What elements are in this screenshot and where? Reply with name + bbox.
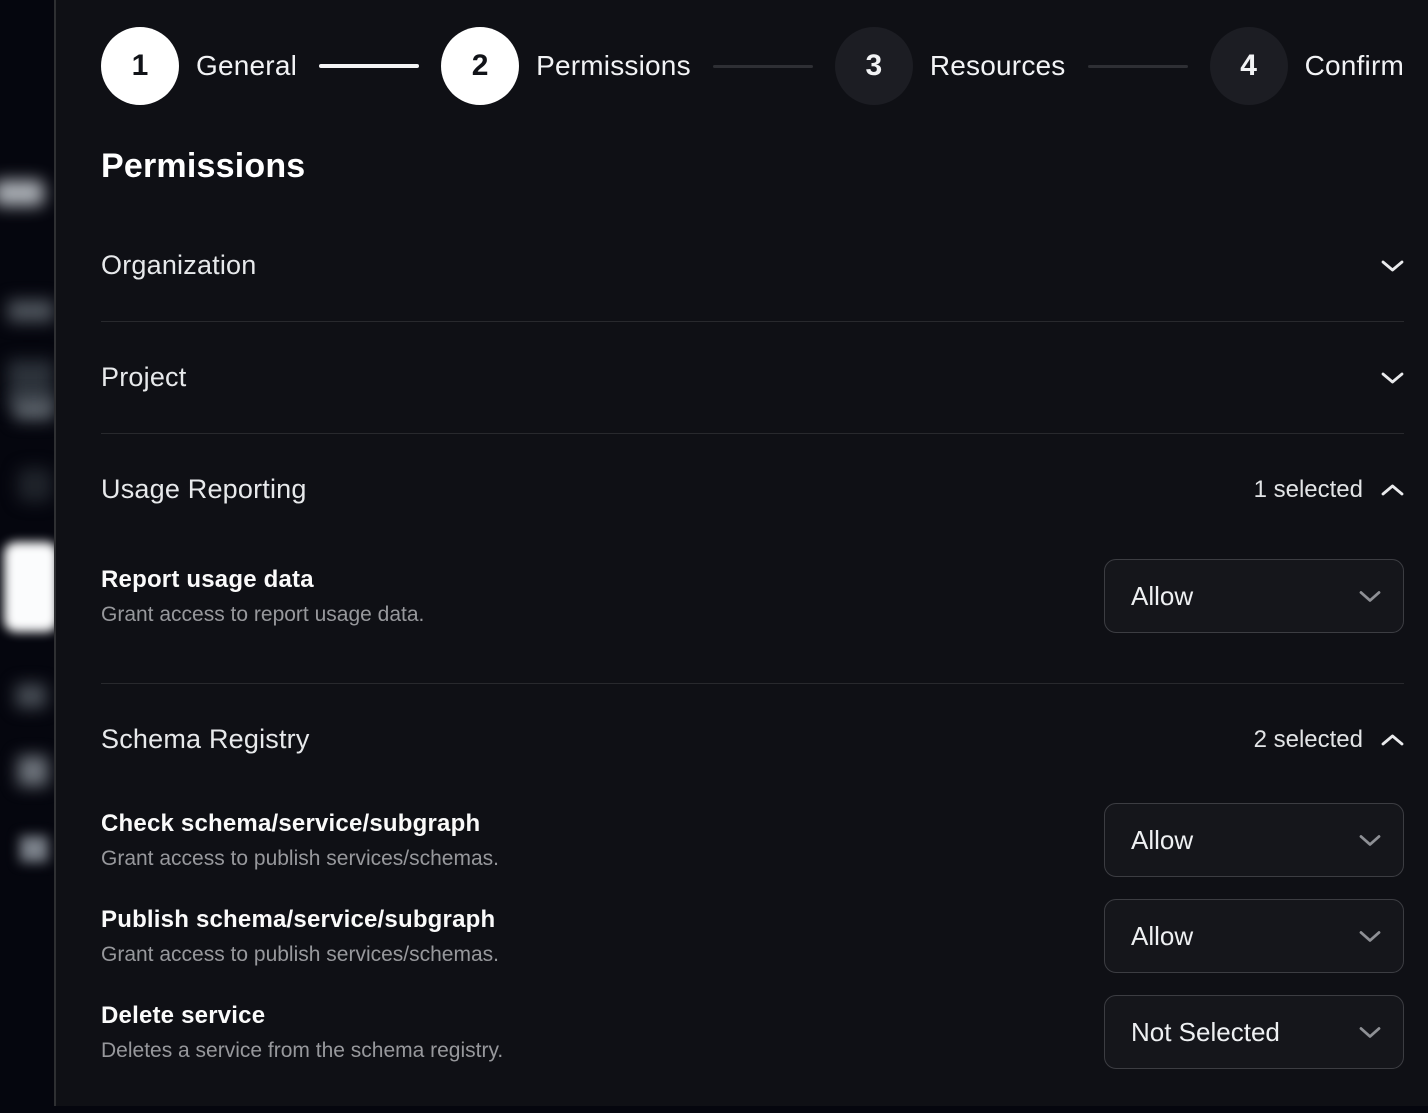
step-connector	[319, 64, 420, 68]
blurred-backdrop-item	[16, 684, 46, 708]
permission-select-delete-service[interactable]: Not Selected	[1104, 995, 1404, 1069]
section-header-organization[interactable]: Organization	[101, 250, 1404, 281]
section-header-usage-reporting[interactable]: Usage Reporting 1 selected	[101, 474, 1404, 505]
section-schema-registry: Schema Registry 2 selected Check schema/…	[101, 684, 1404, 1113]
selected-count: 1 selected	[1253, 475, 1363, 503]
permission-select-report-usage-data[interactable]: Allow	[1104, 559, 1404, 633]
permission-row: Delete service Deletes a service from th…	[101, 995, 1404, 1069]
permission-text: Check schema/service/subgraph Grant acce…	[101, 810, 499, 871]
blurred-backdrop-item	[14, 398, 54, 420]
permission-text: Delete service Deletes a service from th…	[101, 1002, 503, 1063]
blurred-backdrop-item	[20, 836, 48, 862]
section-header-project[interactable]: Project	[101, 362, 1404, 393]
permission-select-publish-schema[interactable]: Allow	[1104, 899, 1404, 973]
step-permissions[interactable]: 2 Permissions	[441, 27, 691, 105]
step-resources[interactable]: 3 Resources	[834, 27, 1066, 105]
blurred-backdrop-item	[18, 756, 48, 786]
permission-row: Report usage data Grant access to report…	[101, 559, 1404, 633]
step-general[interactable]: 1 General	[101, 27, 297, 105]
chevron-up-icon	[1381, 483, 1404, 497]
section-title: Organization	[101, 250, 257, 280]
step-label: Permissions	[536, 50, 691, 81]
permission-name: Check schema/service/subgraph	[101, 809, 481, 837]
chevron-down-icon	[1359, 930, 1381, 943]
selected-option: Allow	[1131, 580, 1194, 611]
background-page	[0, 0, 54, 1106]
selected-option: Allow	[1131, 824, 1194, 855]
blurred-backdrop-item	[0, 180, 44, 206]
section-title: Usage Reporting	[101, 474, 307, 504]
step-connector	[1087, 64, 1188, 68]
section-title: Project	[101, 362, 187, 392]
permission-sections: Organization Project Usage Reporting 1 s…	[101, 210, 1404, 1113]
step-connector	[712, 64, 813, 68]
selection-summary: 2 selected	[1254, 726, 1404, 754]
permission-description: Grant access to publish services/schemas…	[101, 846, 499, 870]
permission-select-check-schema[interactable]: Allow	[1104, 803, 1404, 877]
step-number-circle: 1	[101, 27, 179, 105]
create-token-wizard: 1 General 2 Permissions 3 Resources 4 Co…	[56, 0, 1428, 1106]
step-number-circle: 4	[1209, 27, 1288, 105]
step-label: Resources	[929, 50, 1066, 81]
permission-name: Report usage data	[101, 565, 314, 593]
modal-left-edge	[54, 0, 56, 1106]
permission-name: Delete service	[101, 1001, 266, 1029]
permission-name: Publish schema/service/subgraph	[101, 905, 496, 933]
chevron-down-icon	[1381, 371, 1404, 385]
page-title: Permissions	[101, 147, 306, 185]
step-confirm[interactable]: 4 Confirm	[1209, 27, 1404, 105]
section-header-schema-registry[interactable]: Schema Registry 2 selected	[101, 724, 1404, 755]
selected-option: Not Selected	[1131, 1016, 1280, 1047]
permission-row: Check schema/service/subgraph Grant acce…	[101, 803, 1404, 877]
selected-count: 2 selected	[1253, 725, 1363, 753]
step-number-circle: 3	[834, 27, 913, 105]
selection-summary: 1 selected	[1254, 476, 1404, 504]
blurred-backdrop-item	[8, 300, 54, 322]
chevron-up-icon	[1381, 733, 1404, 747]
chevron-down-icon	[1359, 1026, 1381, 1039]
step-label: Confirm	[1304, 50, 1404, 81]
step-number-circle: 2	[441, 27, 520, 105]
section-project: Project	[101, 322, 1404, 434]
permission-row: Publish schema/service/subgraph Grant ac…	[101, 899, 1404, 973]
section-usage-reporting: Usage Reporting 1 selected Report usage …	[101, 434, 1404, 684]
blurred-backdrop-card	[4, 542, 54, 632]
chevron-down-icon	[1359, 590, 1381, 603]
permission-description: Grant access to report usage data.	[101, 602, 425, 626]
permission-description: Deletes a service from the schema regist…	[101, 1038, 504, 1062]
permission-text: Publish schema/service/subgraph Grant ac…	[101, 906, 499, 967]
permission-description: Grant access to publish services/schemas…	[101, 942, 499, 966]
section-title: Schema Registry	[101, 724, 310, 754]
wizard-stepper: 1 General 2 Permissions 3 Resources 4 Co…	[101, 27, 1404, 105]
chevron-down-icon	[1359, 834, 1381, 847]
chevron-down-icon	[1381, 259, 1404, 273]
step-label: General	[196, 50, 298, 81]
blurred-backdrop-item	[18, 468, 52, 502]
selected-option: Allow	[1131, 920, 1194, 951]
section-organization: Organization	[101, 210, 1404, 322]
permission-text: Report usage data Grant access to report…	[101, 566, 424, 627]
